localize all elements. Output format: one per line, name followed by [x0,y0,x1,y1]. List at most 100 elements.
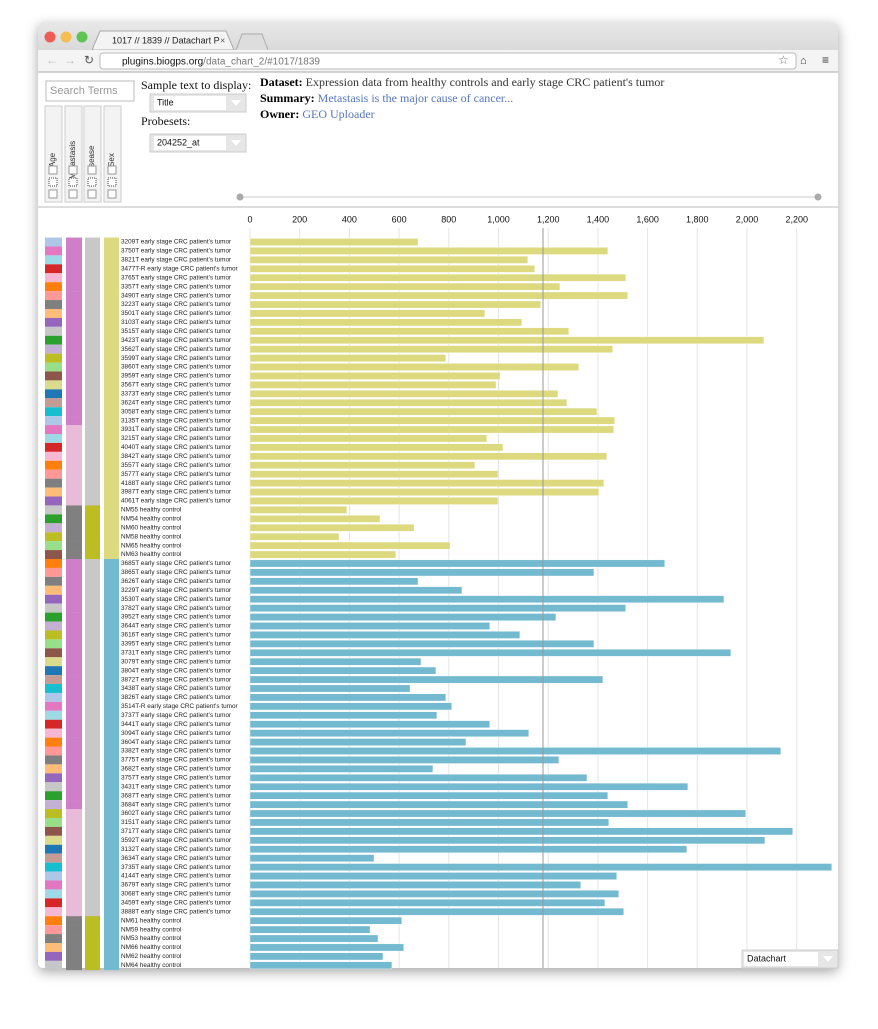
sex-cell [104,416,119,426]
minimize-button[interactable] [60,31,72,43]
sample-label: 3765T early stage CRC patient's tumor [121,274,232,281]
sex-cell [104,487,119,497]
sex-cell [104,960,119,971]
x-tick-label: 1,000 [487,214,510,224]
sex-cell [104,826,119,837]
close-button[interactable] [44,31,56,43]
tab-close[interactable]: × [220,35,225,45]
new-tab[interactable] [235,33,269,51]
bar [249,854,375,862]
sex-cell [104,585,119,596]
sex-cell [104,264,119,274]
sample-label: 3223T early stage CRC patient's tumor [121,301,232,308]
column-checkbox[interactable] [87,189,97,199]
column-checkbox[interactable] [87,165,97,175]
disease-cell [85,675,100,685]
age-cell [45,559,62,568]
metastasis-cell [66,809,82,819]
age-cell [45,889,62,899]
extension-icon[interactable]: ⌂ [800,55,807,67]
sample-label: 3431T early stage CRC patient's tumor [121,783,232,790]
metastasis-cell [66,639,82,649]
sex-cell [104,451,119,462]
back-button[interactable]: ← [46,53,58,67]
column-checkbox[interactable] [107,165,117,175]
age-cell [45,576,62,586]
slider-handle[interactable] [814,193,822,201]
disease-cell [85,835,100,846]
sex-cell [104,809,119,819]
metastasis-cell [66,585,82,596]
sample-label: 3888T early stage CRC patient's tumor [121,908,232,915]
age-cell [45,371,62,381]
sample-label: NM62 healthy control [121,953,181,960]
sample-label: 3515T early stage CRC patient's tumor [121,328,232,335]
sample-label: 3441T early stage CRC patient's tumor [121,721,232,728]
column-sort-icon[interactable] [87,177,97,187]
sex-cell [104,871,119,881]
metastasis-cell [66,264,82,274]
sex-cell [104,746,119,756]
bar [249,613,557,621]
age-cell [45,630,62,640]
owner-link[interactable]: GEO Uploader [302,107,374,121]
sample-label: 3438T early stage CRC patient's tumor [121,685,232,692]
age-cell [45,621,62,631]
column-sort-icon[interactable] [107,177,117,187]
column-checkbox[interactable] [48,165,58,175]
sample-label: 3775T early stage CRC patient's tumor [121,757,232,764]
sex-cell [104,532,119,542]
sample-label: 3382T early stage CRC patient's tumor [121,748,232,755]
sex-cell [104,684,119,694]
disease-cell [85,880,100,890]
bar [249,782,689,791]
disease-cell [85,719,100,729]
column-checkbox[interactable] [68,165,78,175]
age-cell [45,657,62,667]
reload-button[interactable]: ↻ [84,53,94,67]
sample-text-label: Sample text to display: [141,78,251,92]
age-cell [45,567,62,577]
column-checkbox[interactable] [107,189,117,199]
forward-button[interactable]: → [64,53,76,67]
sample-label: 3599T early stage CRC patient's tumor [121,355,232,362]
age-cell [45,469,62,479]
age-cell [45,746,62,756]
zoom-button[interactable] [76,31,88,43]
metastasis-cell [66,514,82,524]
bar [249,559,665,568]
search-box[interactable] [45,80,135,102]
disease-cell [85,951,100,962]
sample-label: NM58 healthy control [121,533,181,540]
bar [249,622,491,630]
bar [249,247,609,255]
x-tick-label: 800 [441,214,456,224]
age-cell [45,308,62,318]
sample-label: 3215T early stage CRC patient's tumor [121,435,232,442]
sex-cell [104,728,119,738]
column-checkbox[interactable] [68,189,78,199]
column-checkbox[interactable] [48,189,58,199]
age-cell [45,639,62,649]
sex-cell [104,353,119,363]
slider-handle[interactable] [236,193,244,201]
disease-cell [85,478,100,488]
disease-cell [85,416,100,426]
disease-cell [85,407,100,417]
disease-cell [85,317,100,328]
metastasis-cell [66,675,82,685]
disease-cell [85,889,100,899]
sex-cell [104,657,119,667]
metastasis-cell [66,826,82,837]
disease-cell [85,308,100,319]
address-bar[interactable] [99,52,797,70]
summary-line: Summary: Metastasis is the major cause o… [260,91,513,105]
column-sort-icon[interactable] [68,177,78,187]
summary-link[interactable]: Metastasis is the major cause of cancer.… [318,91,514,105]
menu-button[interactable]: ≡ [822,53,829,67]
bar [249,470,499,478]
bookmark-star[interactable]: ☆ [778,53,789,67]
column-sort-icon[interactable] [48,177,58,187]
age-cell [45,541,62,551]
bar [249,684,411,693]
